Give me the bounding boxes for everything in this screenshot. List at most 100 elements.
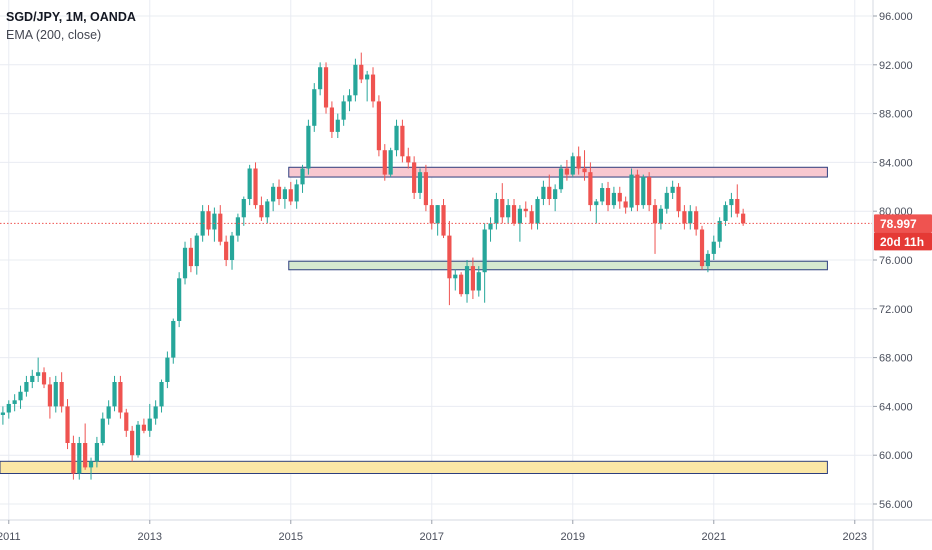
candle[interactable] (259, 205, 264, 218)
candle[interactable] (570, 156, 575, 175)
candle[interactable] (400, 125, 405, 157)
candle[interactable] (0, 412, 5, 415)
candle[interactable] (523, 208, 528, 212)
candle[interactable] (535, 199, 540, 224)
candle[interactable] (388, 150, 393, 175)
candle[interactable] (370, 74, 376, 102)
candle[interactable] (36, 372, 41, 376)
candle[interactable] (564, 168, 569, 175)
candle[interactable] (341, 101, 346, 120)
candle[interactable] (353, 64, 358, 96)
candle[interactable] (382, 150, 387, 175)
candle[interactable] (617, 192, 622, 202)
candle[interactable] (271, 186, 276, 202)
candle[interactable] (47, 384, 52, 407)
candle[interactable] (294, 184, 299, 202)
candle[interactable] (253, 168, 258, 206)
candle[interactable] (182, 247, 188, 279)
candle[interactable] (329, 107, 334, 132)
candle[interactable] (194, 235, 199, 267)
candle[interactable] (224, 241, 229, 260)
candle[interactable] (717, 220, 722, 242)
candle[interactable] (212, 213, 217, 230)
candle[interactable] (141, 424, 146, 431)
candle[interactable] (376, 101, 381, 151)
candle[interactable] (629, 174, 634, 208)
candle[interactable] (12, 400, 17, 404)
candle[interactable] (265, 201, 270, 218)
candle[interactable] (30, 375, 35, 382)
candle[interactable] (6, 403, 11, 413)
candle[interactable] (53, 382, 58, 407)
candle[interactable] (300, 168, 305, 185)
candle[interactable] (447, 235, 452, 279)
candle[interactable] (153, 406, 158, 419)
candle[interactable] (500, 199, 505, 218)
candle[interactable] (517, 208, 522, 224)
candle[interactable] (635, 174, 640, 206)
candle[interactable] (529, 211, 534, 224)
candle[interactable] (147, 418, 152, 431)
candle[interactable] (735, 199, 740, 214)
candle[interactable] (200, 211, 205, 236)
candle[interactable] (77, 443, 82, 474)
candle[interactable] (453, 274, 458, 279)
candle[interactable] (24, 382, 29, 392)
candle[interactable] (41, 372, 47, 385)
candle[interactable] (206, 211, 211, 230)
candle[interactable] (658, 208, 663, 224)
candle[interactable] (423, 172, 428, 206)
candle[interactable] (130, 430, 135, 456)
candle[interactable] (558, 168, 564, 190)
candle[interactable] (282, 189, 287, 199)
candle[interactable] (541, 186, 546, 199)
candle[interactable] (470, 266, 475, 291)
candle[interactable] (676, 186, 681, 212)
candle[interactable] (323, 67, 329, 108)
candle[interactable] (429, 205, 434, 224)
candle[interactable] (441, 205, 446, 236)
candle[interactable] (605, 188, 611, 206)
candle[interactable] (582, 168, 587, 173)
candle[interactable] (711, 241, 716, 254)
candle[interactable] (124, 412, 129, 431)
candle[interactable] (623, 201, 628, 208)
candle[interactable] (177, 278, 182, 321)
candle[interactable] (741, 213, 746, 224)
candle[interactable] (165, 357, 170, 382)
candle[interactable] (112, 382, 117, 407)
candle[interactable] (594, 201, 599, 206)
candle[interactable] (65, 406, 70, 443)
candle[interactable] (588, 172, 593, 206)
candle[interactable] (59, 382, 64, 407)
candle[interactable] (488, 223, 493, 230)
candle[interactable] (18, 391, 23, 401)
candle[interactable] (100, 418, 105, 443)
candle[interactable] (576, 156, 581, 169)
candle[interactable] (118, 382, 123, 413)
candle[interactable] (435, 205, 440, 224)
candle[interactable] (106, 406, 111, 419)
symbol-title[interactable]: SGD/JPY, 1M, OANDA (6, 10, 136, 24)
candle[interactable] (235, 217, 240, 236)
candle[interactable] (312, 89, 317, 126)
candle[interactable] (347, 95, 352, 102)
candle[interactable] (71, 443, 76, 474)
candle[interactable] (482, 229, 487, 273)
candle[interactable] (682, 211, 687, 224)
candle[interactable] (288, 189, 293, 202)
candle[interactable] (412, 162, 417, 193)
resistance-zone[interactable] (288, 166, 828, 178)
candle[interactable] (641, 177, 646, 206)
candle[interactable] (159, 382, 164, 407)
candle[interactable] (276, 186, 282, 199)
candle[interactable] (241, 199, 246, 218)
candle[interactable] (688, 211, 693, 224)
candle[interactable] (476, 272, 481, 291)
candle[interactable] (417, 172, 423, 193)
candle[interactable] (218, 213, 223, 242)
candle[interactable] (171, 321, 176, 358)
candle[interactable] (547, 186, 552, 199)
candle[interactable] (705, 253, 710, 267)
candle[interactable] (306, 125, 311, 169)
